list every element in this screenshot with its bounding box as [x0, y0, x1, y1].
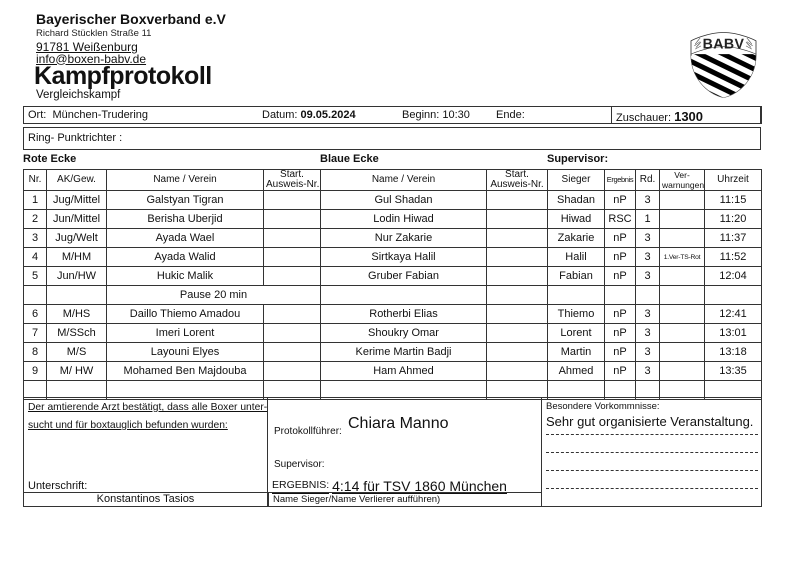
svg-text:BABV: BABV	[703, 36, 745, 52]
